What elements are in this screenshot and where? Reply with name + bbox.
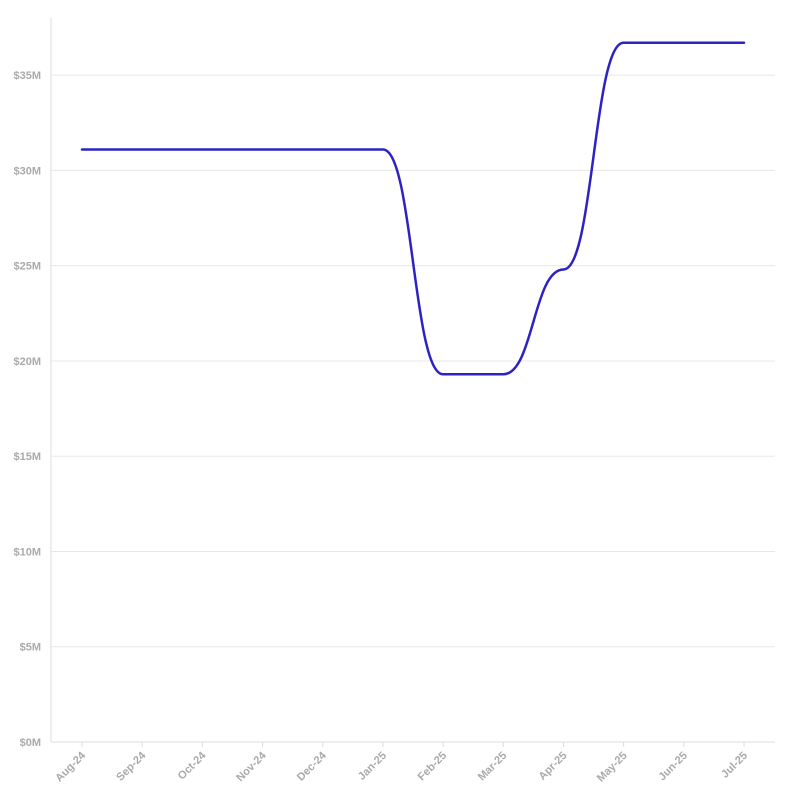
x-tick-label: Nov-24 bbox=[234, 749, 269, 784]
x-tick-label: Mar-25 bbox=[476, 750, 510, 784]
x-tick-label: Aug-24 bbox=[53, 749, 88, 784]
axes bbox=[50, 18, 775, 743]
series-line bbox=[80, 41, 746, 376]
y-tick-label: $20M bbox=[13, 356, 41, 368]
y-tick-label: $10M bbox=[13, 546, 41, 558]
x-tick-label: Jan-25 bbox=[356, 750, 389, 783]
x-axis-ticks bbox=[81, 742, 745, 747]
y-tick-label: $35M bbox=[13, 70, 41, 82]
y-tick-label: $30M bbox=[13, 165, 41, 177]
x-tick-label: May-25 bbox=[595, 750, 630, 785]
series-group bbox=[80, 41, 746, 376]
x-axis-tick-labels: Aug-24 Sep-24 Oct-24 Nov-24 Dec-24 Jan-25 Feb-… bbox=[53, 749, 750, 784]
y-tick-label: $5M bbox=[20, 642, 41, 654]
x-tick-label: Feb-25 bbox=[416, 750, 450, 784]
y-axis-tick-labels: $0M $5M $10M $15M $20M $25M $30M $35M bbox=[13, 70, 41, 749]
grid-lines bbox=[51, 74, 775, 648]
x-tick-label: Sep-24 bbox=[114, 749, 149, 784]
x-tick-label: Jun-25 bbox=[656, 750, 690, 784]
y-tick-label: $0M bbox=[20, 737, 41, 749]
x-tick-label: Jul-25 bbox=[719, 750, 750, 781]
x-tick-label: Oct-24 bbox=[176, 749, 209, 782]
x-tick-label: Apr-25 bbox=[536, 750, 569, 783]
x-tick-label: Dec-24 bbox=[295, 749, 330, 784]
y-tick-label: $15M bbox=[13, 451, 41, 463]
y-tick-label: $25M bbox=[13, 261, 41, 273]
